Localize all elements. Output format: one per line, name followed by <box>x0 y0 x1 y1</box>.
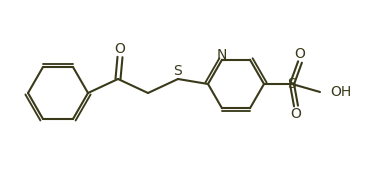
Text: O: O <box>291 107 301 121</box>
Text: S: S <box>174 64 183 78</box>
Text: O: O <box>114 42 125 56</box>
Text: N: N <box>217 48 227 62</box>
Text: S: S <box>288 77 296 91</box>
Text: OH: OH <box>330 85 351 99</box>
Text: O: O <box>294 47 305 61</box>
